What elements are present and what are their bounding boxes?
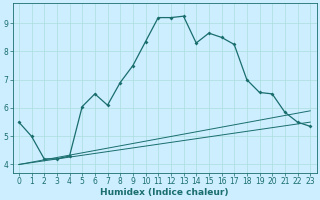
X-axis label: Humidex (Indice chaleur): Humidex (Indice chaleur) [100,188,229,197]
